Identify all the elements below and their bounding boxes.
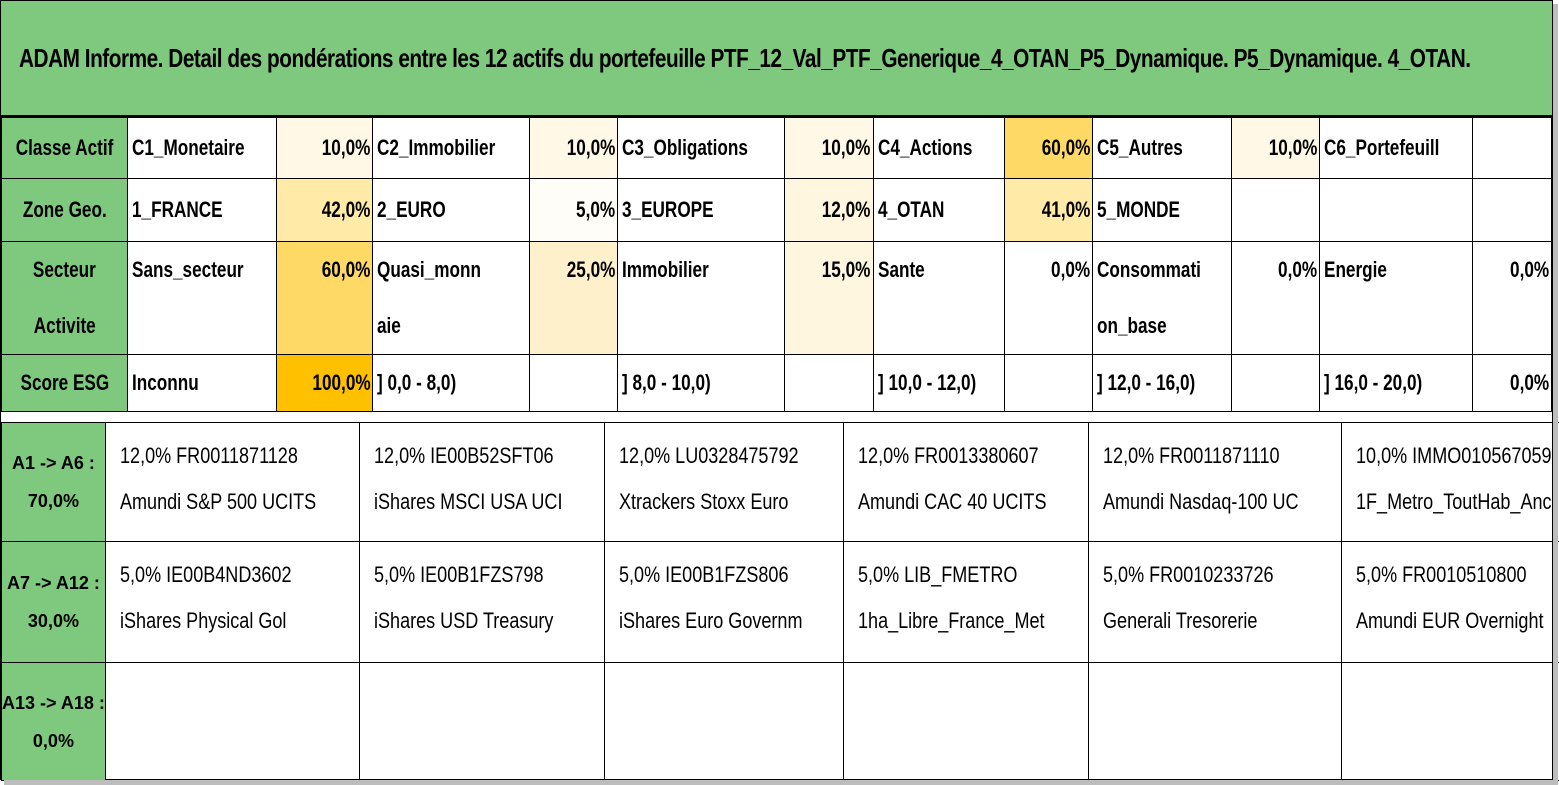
- zone-geo-name: 1_FRANCE: [127, 178, 278, 242]
- score-esg-pct: 0,0%: [1472, 354, 1552, 412]
- asset-group-header: A13 -> A18 : 0,0%: [1, 662, 106, 781]
- score-esg-name: ] 0,0 - 8,0): [372, 354, 530, 412]
- asset-cell: 12,0% FR0011871110 Amundi Nasdaq-100 UC: [1087, 422, 1343, 542]
- score-esg-pct: 100,0%: [276, 354, 374, 412]
- zone-geo-pct: [1472, 178, 1552, 242]
- asset-group-header: A1 -> A6 : 70,0%: [1, 422, 106, 542]
- asset-cell: [104, 662, 361, 781]
- secteur-name: Immobilier: [617, 241, 785, 355]
- score-esg-name: ] 10,0 - 12,0): [872, 354, 1005, 412]
- classe-actif-pct: 10,0%: [1230, 117, 1321, 179]
- score-esg-name: ] 16,0 - 20,0): [1319, 354, 1474, 412]
- frame-shadow-right: [1553, 4, 1558, 784]
- allocation-table: Classe Actif C1_Monetaire 10,0% C2_Immob…: [0, 117, 1552, 412]
- asset-cell: 10,0% IMMO010567059 1F_Metro_ToutHab_Anc: [1341, 422, 1559, 542]
- zone-geo-row: Zone Geo. 1_FRANCE 42,0% 2_EURO 5,0% 3_E…: [0, 178, 1552, 242]
- score-esg-row: Score ESG Inconnu 100,0% ] 0,0 - 8,0) ] …: [0, 354, 1552, 412]
- asset-cell: 5,0% LIB_FMETRO 1ha_Libre_France_Met: [842, 541, 1089, 663]
- zone-geo-header: Zone Geo.: [0, 178, 129, 242]
- secteur-pct: 60,0%: [276, 241, 374, 355]
- score-esg-pct: [528, 354, 619, 412]
- score-esg-pct: [1230, 354, 1321, 412]
- zone-geo-name: 2_EURO: [372, 178, 530, 242]
- asset-group-row: A7 -> A12 : 30,0% 5,0% IE00B4ND3602 iShar…: [1, 541, 1559, 663]
- secteur-pct: 15,0%: [783, 241, 874, 355]
- classe-actif-pct: 10,0%: [783, 117, 874, 179]
- score-esg-name: ] 12,0 - 16,0): [1092, 354, 1232, 412]
- asset-group-header: A7 -> A12 : 30,0%: [1, 541, 106, 663]
- classe-actif-name: C2_Immobilier: [372, 117, 530, 179]
- secteur-row: Secteur Activite Sans_secteur 60,0% Quas…: [0, 241, 1552, 355]
- zone-geo-name: [1319, 178, 1474, 242]
- asset-cell: 12,0% FR0013380607 Amundi CAC 40 UCITS: [842, 422, 1089, 542]
- asset-cell: 12,0% FR0011871128 Amundi S&P 500 UCITS: [104, 422, 361, 542]
- zone-geo-name: 3_EUROPE: [617, 178, 785, 242]
- asset-group-row: A13 -> A18 : 0,0%: [1, 662, 1559, 781]
- classe-actif-name: C3_Obligations: [617, 117, 785, 179]
- score-esg-pct: [1003, 354, 1094, 412]
- asset-cell: [842, 662, 1089, 781]
- secteur-header: Secteur Activite: [0, 241, 129, 355]
- score-esg-pct: [783, 354, 874, 412]
- zone-geo-name: 5_MONDE: [1092, 178, 1232, 242]
- classe-actif-header: Classe Actif: [0, 117, 129, 179]
- frame-shadow-bottom: [4, 780, 1558, 785]
- classe-actif-row: Classe Actif C1_Monetaire 10,0% C2_Immob…: [0, 117, 1552, 179]
- classe-actif-name: C1_Monetaire: [127, 117, 278, 179]
- zone-geo-pct: 42,0%: [276, 178, 374, 242]
- zone-geo-pct: 12,0%: [783, 178, 874, 242]
- score-esg-name: ] 8,0 - 10,0): [617, 354, 785, 412]
- secteur-name: Quasi_monn aie: [372, 241, 530, 355]
- zone-geo-pct: [1230, 178, 1321, 242]
- secteur-pct: 0,0%: [1230, 241, 1321, 355]
- asset-cell: 5,0% FR0010510800 Amundi EUR Overnight: [1341, 541, 1559, 663]
- asset-cell: 5,0% IE00B1FZS806 iShares Euro Governm: [604, 541, 844, 663]
- classe-actif-pct: 10,0%: [528, 117, 619, 179]
- zone-geo-pct: 5,0%: [528, 178, 619, 242]
- classe-actif-pct: [1472, 117, 1552, 179]
- classe-actif-name: C4_Actions: [872, 117, 1005, 179]
- asset-cell: [359, 662, 605, 781]
- zone-geo-pct: 41,0%: [1003, 178, 1094, 242]
- asset-cell: [1087, 662, 1343, 781]
- secteur-pct: 0,0%: [1472, 241, 1552, 355]
- page-title: ADAM Informe. Detail des pondérations en…: [1, 1, 1552, 117]
- zone-geo-name: 4_OTAN: [872, 178, 1005, 242]
- classe-actif-name: C5_Autres: [1092, 117, 1232, 179]
- classe-actif-name: C6_Portefeuill: [1319, 117, 1474, 179]
- secteur-name: Sante: [872, 241, 1005, 355]
- asset-cell: 5,0% IE00B4ND3602 iShares Physical Gol: [104, 541, 361, 663]
- asset-cell: [1341, 662, 1559, 781]
- asset-cell: 12,0% LU0328475792 Xtrackers Stoxx Euro: [604, 422, 844, 542]
- assets-table: A1 -> A6 : 70,0% 12,0% FR0011871128 Amund…: [1, 422, 1559, 781]
- asset-cell: 5,0% IE00B1FZS798 iShares USD Treasury: [359, 541, 605, 663]
- classe-actif-pct: 60,0%: [1003, 117, 1094, 179]
- score-esg-header: Score ESG: [0, 354, 129, 412]
- asset-cell: 5,0% FR0010233726 Generali Tresorerie: [1087, 541, 1343, 663]
- asset-group-row: A1 -> A6 : 70,0% 12,0% FR0011871128 Amund…: [1, 422, 1559, 542]
- asset-cell: [604, 662, 844, 781]
- secteur-pct: 0,0%: [1003, 241, 1094, 355]
- secteur-name: Sans_secteur: [127, 241, 278, 355]
- secteur-name: Energie: [1319, 241, 1474, 355]
- score-esg-name: Inconnu: [127, 354, 278, 412]
- classe-actif-pct: 10,0%: [276, 117, 374, 179]
- secteur-pct: 25,0%: [528, 241, 619, 355]
- asset-cell: 12,0% IE00B52SFT06 iShares MSCI USA UCI: [359, 422, 605, 542]
- secteur-name: Consommati on_base: [1092, 241, 1232, 355]
